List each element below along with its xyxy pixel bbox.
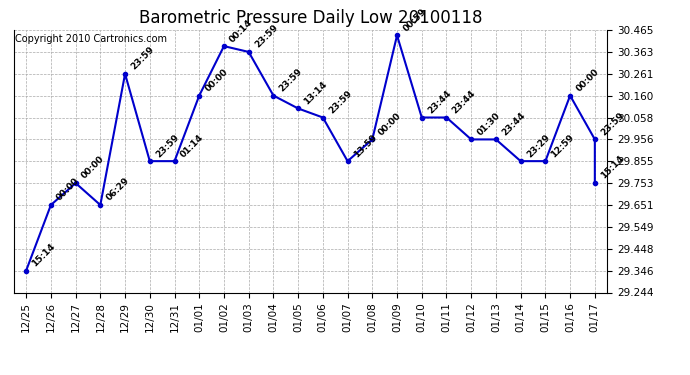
Text: 13:59: 13:59 xyxy=(352,132,378,159)
Text: 12:59: 12:59 xyxy=(549,132,576,159)
Text: 13:14: 13:14 xyxy=(302,80,329,106)
Text: 23:59: 23:59 xyxy=(253,23,279,50)
Text: 06:29: 06:29 xyxy=(104,176,131,203)
Text: 23:59: 23:59 xyxy=(277,67,304,93)
Text: 23:59: 23:59 xyxy=(599,111,626,137)
Text: 00:59: 00:59 xyxy=(401,7,428,33)
Text: 00:00: 00:00 xyxy=(574,67,600,93)
Text: 00:00: 00:00 xyxy=(377,111,403,137)
Text: 23:59: 23:59 xyxy=(129,45,156,72)
Text: Copyright 2010 Cartronics.com: Copyright 2010 Cartronics.com xyxy=(15,34,167,44)
Text: 01:30: 01:30 xyxy=(475,111,502,137)
Title: Barometric Pressure Daily Low 20100118: Barometric Pressure Daily Low 20100118 xyxy=(139,9,482,27)
Text: 23:29: 23:29 xyxy=(525,132,551,159)
Text: 00:00: 00:00 xyxy=(204,67,230,93)
Text: 01:14: 01:14 xyxy=(179,132,206,159)
Text: 00:14: 00:14 xyxy=(228,18,255,44)
Text: 23:59: 23:59 xyxy=(154,132,181,159)
Text: 23:44: 23:44 xyxy=(451,88,477,116)
Text: 23:59: 23:59 xyxy=(327,88,354,116)
Text: 23:44: 23:44 xyxy=(500,111,527,137)
Text: 23:44: 23:44 xyxy=(426,88,453,116)
Text: 00:00: 00:00 xyxy=(80,154,106,181)
Text: 15:14: 15:14 xyxy=(30,242,57,268)
Text: 00:00: 00:00 xyxy=(55,177,81,203)
Text: 15:14: 15:14 xyxy=(599,154,626,181)
